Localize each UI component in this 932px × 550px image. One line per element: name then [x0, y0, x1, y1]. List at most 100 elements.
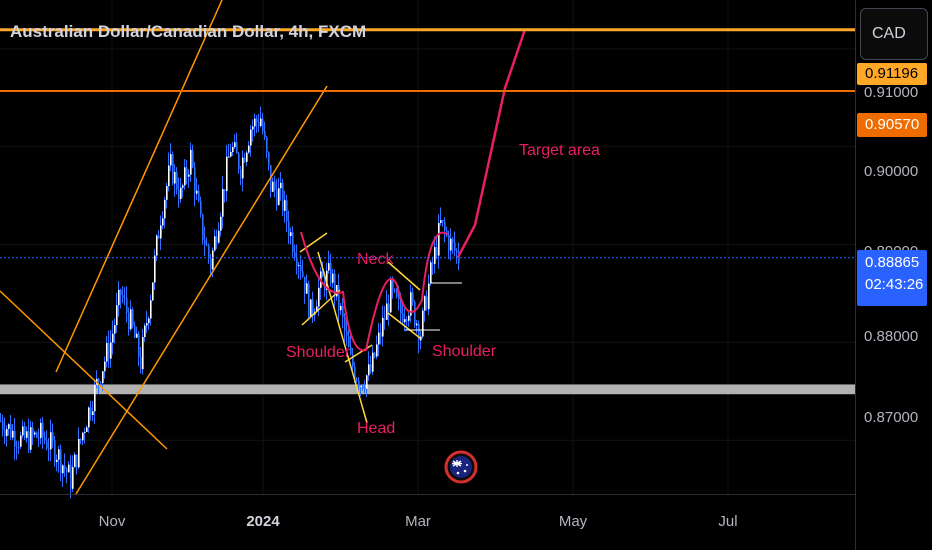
candle-body: [144, 325, 146, 338]
candle-body: [48, 448, 50, 450]
candle-body: [444, 221, 446, 231]
candle-body: [134, 325, 136, 338]
trend-line-descending: [0, 290, 168, 450]
candle-body: [62, 465, 64, 474]
candle-body: [346, 330, 348, 336]
candle-body: [198, 190, 200, 202]
candle-body: [98, 378, 100, 383]
candle-body: [258, 122, 260, 127]
candle-body: [36, 432, 38, 438]
candle-body: [292, 232, 294, 252]
candle-body: [204, 239, 206, 245]
candle-body: [266, 137, 268, 153]
candle-body: [440, 220, 442, 223]
candle-body: [408, 315, 410, 321]
candle-body: [38, 437, 40, 439]
candle-body: [76, 454, 78, 468]
shoulder-channel-top: [299, 232, 328, 253]
candle-body: [32, 427, 34, 435]
candle-body: [424, 296, 426, 311]
x-tick-label: 2024: [246, 513, 280, 530]
candle-body: [202, 214, 204, 240]
candle-body: [114, 325, 116, 334]
candle-body: [264, 131, 266, 138]
candle-body: [296, 257, 298, 266]
candle-body: [52, 432, 54, 441]
candle-body: [432, 262, 434, 264]
candle-body: [420, 336, 422, 341]
y-tick-label: 0.91000: [864, 84, 919, 101]
candle-body: [58, 449, 60, 460]
candle-body: [124, 297, 126, 299]
candle-body: [190, 149, 192, 175]
candle-body: [256, 118, 258, 123]
candle-body: [226, 156, 228, 192]
price-tag-high: 0.91196: [857, 63, 927, 85]
candle-body: [16, 446, 18, 448]
candle-body: [156, 235, 158, 256]
annotation-neck[interactable]: Neck: [357, 251, 394, 268]
candle-body: [252, 126, 254, 130]
candle-body: [174, 171, 176, 184]
candle-body: [340, 305, 342, 311]
candle-body: [418, 323, 420, 341]
drawing-layer: [0, 0, 527, 495]
candle-body: [170, 154, 172, 166]
candle-body: [398, 296, 400, 300]
candle-body: [206, 244, 208, 246]
candle-body: [244, 157, 246, 162]
candle-body: [410, 292, 412, 316]
candle-body: [414, 301, 416, 326]
candle-body: [372, 352, 374, 372]
currency-button[interactable]: CAD: [860, 8, 928, 60]
x-tick-label: Jul: [718, 513, 738, 530]
candle-body: [356, 379, 358, 381]
candle-body: [286, 200, 288, 222]
candle-body: [70, 464, 72, 489]
candle-body: [288, 221, 290, 236]
chart-title: Australian Dollar/Canadian Dollar, 4h, F…: [10, 22, 367, 41]
candle-body: [80, 438, 82, 441]
candle-body: [352, 354, 354, 367]
candle-body: [0, 420, 2, 422]
candle-body: [160, 225, 162, 239]
candle-body: [310, 299, 312, 317]
annotation-head[interactable]: Head: [357, 420, 396, 437]
candle-body: [224, 189, 226, 192]
head-line-low: [344, 344, 373, 363]
candle-body: [162, 218, 164, 226]
candle-body: [66, 468, 68, 473]
candle-body: [438, 222, 440, 256]
candle-body: [358, 380, 360, 387]
y-tick-label: 0.90000: [864, 163, 919, 180]
candle-body: [8, 424, 10, 429]
candle-body: [94, 384, 96, 412]
annotation-shoulder-left[interactable]: Shoulder: [286, 344, 351, 361]
candle-body: [456, 250, 458, 253]
candle-body: [362, 385, 364, 389]
candle-body: [60, 449, 62, 474]
candle-body: [14, 430, 16, 447]
candle-body: [164, 199, 166, 219]
candle-body: [54, 440, 56, 463]
candle-body: [328, 263, 330, 271]
candle-body: [4, 429, 6, 437]
candle-body: [452, 238, 454, 243]
candle-body: [90, 407, 92, 416]
candle-body: [434, 247, 436, 264]
y-tick-label: 0.88000: [864, 328, 919, 345]
australia-flag-icon[interactable]: [444, 450, 478, 484]
candle-body: [146, 323, 148, 326]
candle-body: [388, 303, 390, 313]
candle-body: [448, 234, 450, 251]
annotation-target[interactable]: Target area: [519, 142, 600, 159]
pattern-curve: [300, 231, 449, 352]
candle-body: [86, 427, 88, 432]
candle-body: [284, 200, 286, 211]
annotation-shoulder-right[interactable]: Shoulder: [432, 343, 497, 360]
candle-body: [26, 431, 28, 438]
candle-body: [46, 440, 48, 449]
candle-body: [136, 333, 138, 338]
candle-body: [208, 245, 210, 258]
